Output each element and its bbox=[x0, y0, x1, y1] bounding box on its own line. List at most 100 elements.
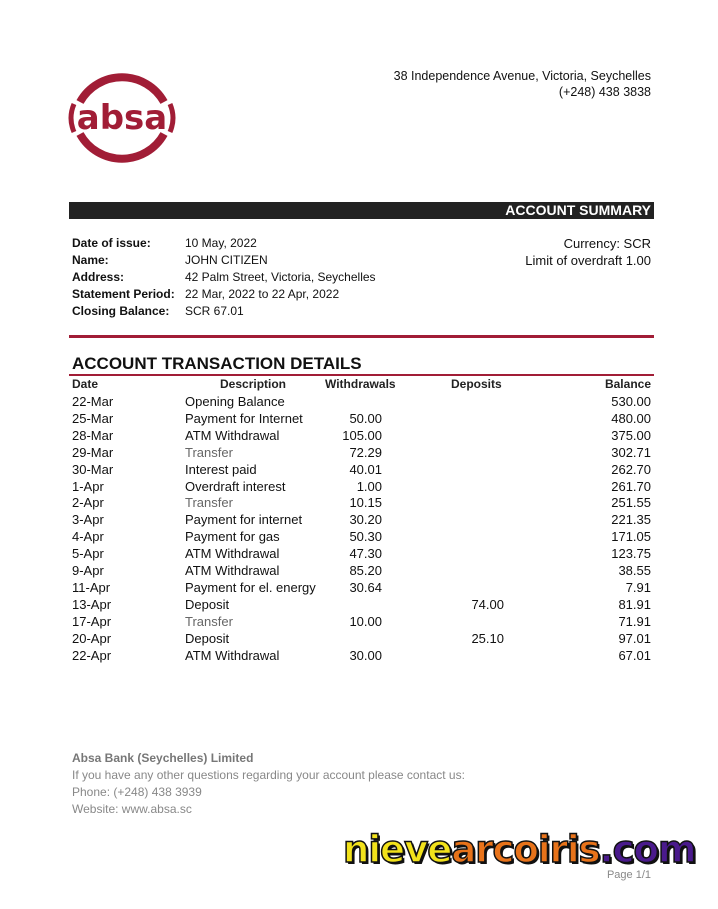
row-date: 2-Apr bbox=[72, 495, 104, 511]
header-description: Description bbox=[220, 377, 287, 391]
row-withdrawal: 72.29 bbox=[349, 444, 382, 460]
info-row: Date of issue: 10 May, 2022 bbox=[72, 235, 376, 252]
footer-website: Website: www.absa.sc bbox=[72, 802, 192, 816]
account-summary-title: ACCOUNT SUMMARY bbox=[505, 202, 651, 218]
info-value: 22 Mar, 2022 to 22 Apr, 2022 bbox=[185, 287, 340, 301]
row-description: Overdraft interest bbox=[185, 478, 286, 494]
table-row: 1-Apr Overdraft interest 1.00 261.70 bbox=[72, 479, 651, 496]
row-withdrawal: 30.00 bbox=[349, 647, 382, 663]
row-date: 30-Mar bbox=[72, 461, 114, 477]
row-balance: 97.01 bbox=[618, 630, 651, 646]
row-withdrawal: 105.00 bbox=[342, 427, 382, 443]
row-description: Payment for gas bbox=[185, 529, 280, 545]
footer-contact: If you have any other questions regardin… bbox=[72, 768, 465, 782]
currency: Currency: SCR bbox=[563, 236, 651, 251]
row-balance: 38.55 bbox=[618, 563, 651, 578]
row-balance: 251.55 bbox=[611, 495, 651, 511]
info-label: Address: bbox=[72, 270, 125, 284]
info-row: Address: 42 Palm Street, Victoria, Seyche… bbox=[72, 269, 376, 286]
info-label: Name: bbox=[72, 253, 109, 267]
row-withdrawal: 47.30 bbox=[349, 546, 382, 562]
page-number: Page 1/1 bbox=[606, 869, 651, 881]
row-date: 1-Apr bbox=[72, 478, 104, 494]
row-date: 22-Mar bbox=[72, 394, 114, 409]
info-row: Name: JOHN CITIZEN bbox=[72, 252, 376, 269]
row-date: 25-Mar bbox=[72, 410, 114, 426]
divider bbox=[69, 335, 654, 338]
row-balance: 480.00 bbox=[611, 410, 651, 426]
row-withdrawal: 10.00 bbox=[349, 613, 382, 629]
row-date: 22-Apr bbox=[72, 647, 112, 663]
table-row: 25-Mar Payment for Internet 50.00 480.00 bbox=[72, 411, 651, 428]
table-row: 13-Apr Deposit 74.00 81.91 bbox=[72, 597, 651, 614]
table-row: 9-Apr ATM Withdrawal 85.20 38.55 bbox=[72, 563, 651, 580]
row-balance: 7.91 bbox=[625, 579, 651, 595]
row-description: Deposit bbox=[185, 596, 230, 612]
row-description: ATM Withdrawal bbox=[185, 563, 280, 578]
account-summary-bar: ACCOUNT SUMMARY bbox=[69, 202, 654, 219]
row-description: Opening Balance bbox=[185, 394, 285, 409]
row-balance: 123.75 bbox=[611, 546, 651, 562]
row-description: ATM Withdrawal bbox=[185, 647, 280, 663]
row-balance: 261.70 bbox=[611, 478, 651, 494]
row-withdrawal: 40.01 bbox=[349, 461, 382, 477]
info-value: 42 Palm Street, Victoria, Seychelles bbox=[185, 270, 376, 284]
row-description: Deposit bbox=[185, 630, 230, 646]
row-date: 28-Mar bbox=[72, 427, 114, 443]
row-balance: 530.00 bbox=[611, 394, 651, 409]
row-date: 4-Apr bbox=[72, 529, 104, 545]
header-balance: Balance bbox=[604, 377, 651, 391]
table-row: 20-Apr Deposit 25.10 97.01 bbox=[72, 631, 651, 648]
row-date: 17-Apr bbox=[72, 613, 112, 629]
watermark-part: nieve bbox=[342, 827, 453, 872]
row-description: Transfer bbox=[185, 613, 233, 629]
table-header: Date Description Withdrawals Deposits Ba… bbox=[72, 377, 651, 394]
row-balance: 375.00 bbox=[611, 427, 651, 443]
row-description: ATM Withdrawal bbox=[185, 546, 280, 562]
table-row: 3-Apr Payment for internet 30.20 221.35 bbox=[72, 512, 651, 529]
watermark-part: arcoiris bbox=[451, 827, 602, 872]
row-balance: 302.71 bbox=[611, 444, 651, 460]
row-date: 5-Apr bbox=[72, 546, 104, 562]
info-label: Date of issue: bbox=[72, 236, 151, 250]
table-row: 28-Mar ATM Withdrawal 105.00 375.00 bbox=[72, 428, 651, 445]
row-withdrawal: 30.64 bbox=[349, 579, 382, 595]
row-description: Transfer bbox=[185, 495, 233, 511]
row-balance: 71.91 bbox=[618, 613, 651, 629]
row-balance: 221.35 bbox=[611, 512, 651, 528]
row-description: Transfer bbox=[185, 444, 233, 460]
footer-company: Absa Bank (Seychelles) Limited bbox=[72, 751, 254, 765]
row-balance: 171.05 bbox=[611, 529, 651, 545]
row-withdrawal: 85.20 bbox=[349, 563, 382, 578]
table-row: 5-Apr ATM Withdrawal 47.30 123.75 bbox=[72, 546, 651, 563]
table-row: 22-Apr ATM Withdrawal 30.00 67.01 bbox=[72, 648, 651, 665]
table-row: 22-Mar Opening Balance 530.00 bbox=[72, 394, 651, 411]
header-deposits: Deposits bbox=[451, 377, 502, 391]
row-balance: 67.01 bbox=[618, 647, 651, 663]
header-withdrawals: Withdrawals bbox=[325, 377, 396, 391]
info-value: SCR 67.01 bbox=[185, 304, 244, 318]
table-row: 11-Apr Payment for el. energy 30.64 7.91 bbox=[72, 580, 651, 597]
overdraft-limit: Limit of overdraft 1.00 bbox=[525, 252, 651, 268]
table-row: 30-Mar Interest paid 40.01 262.70 bbox=[72, 462, 651, 479]
account-info: Date of issue: 10 May, 2022 Name: JOHN CIT… bbox=[72, 235, 376, 320]
row-description: ATM Withdrawal bbox=[185, 427, 280, 443]
row-withdrawal: 50.00 bbox=[349, 410, 382, 426]
footer: Absa Bank (Seychelles) Limited If you ha… bbox=[72, 750, 465, 818]
row-withdrawal: 1.00 bbox=[356, 478, 382, 494]
divider bbox=[69, 374, 654, 376]
watermark-part: .com bbox=[599, 827, 697, 872]
watermark: nievearcoiris.com bbox=[342, 827, 697, 872]
currency-info: Currency: SCR Limit of overdraft 1.00 bbox=[525, 236, 651, 269]
bank-address: 38 Independence Avenue, Victoria, Seyche… bbox=[393, 69, 651, 83]
row-description: Payment for Internet bbox=[185, 410, 303, 426]
row-date: 11-Apr bbox=[72, 579, 111, 595]
table-row: 17-Apr Transfer 10.00 71.91 bbox=[72, 614, 651, 631]
row-withdrawal: 30.20 bbox=[349, 512, 382, 528]
row-date: 3-Apr bbox=[72, 512, 104, 528]
row-deposit: 25.10 bbox=[471, 630, 504, 646]
header-date: Date bbox=[72, 377, 99, 391]
table-row: 4-Apr Payment for gas 50.30 171.05 bbox=[72, 529, 651, 546]
info-value: JOHN CITIZEN bbox=[185, 253, 268, 267]
